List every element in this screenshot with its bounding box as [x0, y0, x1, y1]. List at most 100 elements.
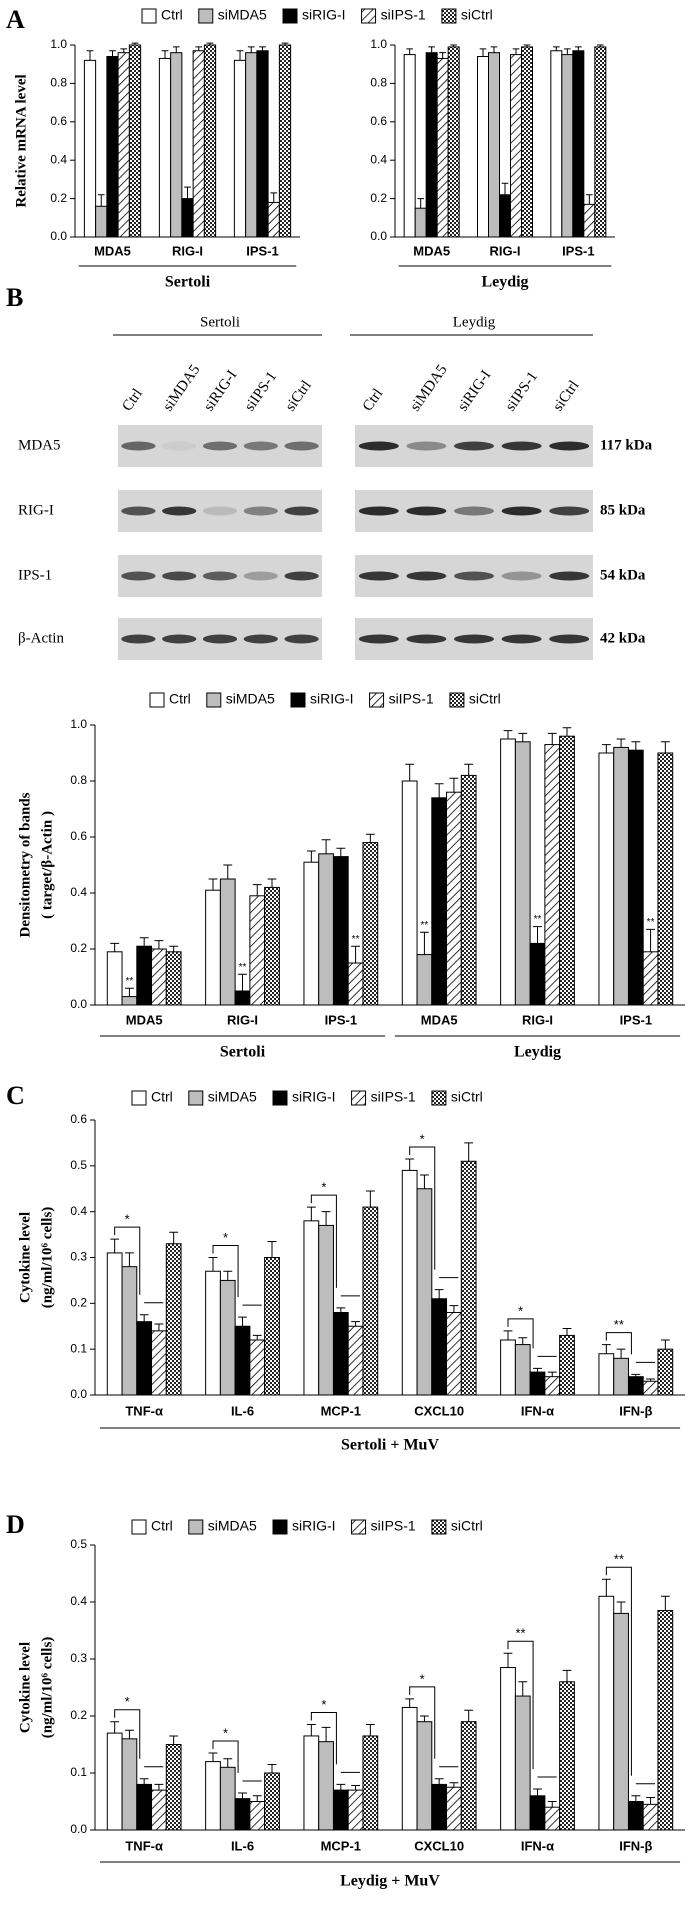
significance-bracket [409, 1686, 436, 1759]
error-bar [616, 738, 626, 748]
comparison-label: * [125, 1694, 130, 1709]
error-bar [419, 1715, 429, 1722]
legend-label: siMDA5 [208, 1518, 257, 1534]
blot-band [284, 571, 319, 581]
y-tick-label: 0.0 [370, 229, 387, 243]
error-bar [306, 1724, 316, 1736]
error-bar [336, 847, 346, 857]
error-bar [154, 940, 164, 949]
y-tick-label: 0.1 [70, 1765, 87, 1779]
y-tick-label: 1.0 [70, 717, 87, 731]
error-bar [365, 1190, 375, 1208]
significance-label: ** [352, 934, 360, 945]
legend-swatch [272, 1090, 288, 1106]
bar [121, 996, 138, 1006]
bar [594, 46, 607, 238]
legend-label: siIPS-1 [381, 7, 426, 23]
error-bar [562, 1328, 572, 1336]
error-bar [247, 46, 255, 53]
significance-bracket [114, 1226, 141, 1295]
error-bar [616, 1601, 626, 1614]
blot-band [501, 506, 542, 516]
bar [544, 1806, 561, 1831]
x-tick-label: IPS-1 [325, 1012, 358, 1027]
bar [347, 962, 364, 1006]
bar [627, 1801, 644, 1831]
error-bar [512, 48, 520, 55]
blot-band [243, 571, 278, 581]
error-bar [417, 198, 424, 209]
y-axis-label: ( target/β-Actin ) [39, 811, 55, 919]
legend-label: siMDA5 [218, 7, 267, 23]
error-bar [124, 1252, 134, 1267]
error-bar [321, 1211, 331, 1226]
lane-label: siMDA5 [407, 362, 450, 414]
y-tick-label: 0.2 [50, 191, 67, 205]
panel-label: C [6, 1081, 25, 1110]
bar [627, 749, 644, 1006]
bar [303, 1220, 320, 1396]
error-bar [208, 878, 218, 891]
error-bar [236, 50, 244, 61]
error-bar [139, 1314, 149, 1322]
x-tick-label: IPS-1 [562, 243, 595, 258]
blot-band [243, 634, 278, 644]
bar [203, 44, 217, 238]
comparison-label: ** [614, 1552, 624, 1567]
blot-band [454, 634, 494, 644]
error-bar [428, 46, 435, 53]
error-bar [601, 1344, 611, 1354]
error-bar [321, 839, 331, 854]
error-bar [267, 1763, 277, 1773]
significance-label: ** [534, 914, 542, 925]
blot-band [549, 441, 590, 451]
significance-bracket [212, 1740, 239, 1773]
error-bar [252, 1795, 262, 1802]
bar [416, 1188, 433, 1396]
bar [303, 861, 320, 1006]
error-bar [124, 987, 134, 997]
group-label: Leydig [481, 274, 528, 291]
blot-band [358, 506, 399, 516]
blot-row-label: IPS-1 [18, 567, 52, 583]
blot-band [406, 571, 447, 581]
comparison-label: * [223, 1230, 228, 1245]
error-bar [631, 1795, 641, 1802]
legend-label: siCtrl [461, 7, 493, 23]
bar [332, 856, 349, 1006]
error-bar [86, 50, 94, 61]
x-tick-label: MCP-1 [321, 1838, 361, 1853]
bar [500, 1667, 516, 1831]
y-tick-label: 0.3 [70, 1250, 87, 1264]
legend-label: Ctrl [151, 1089, 173, 1105]
bar [158, 57, 172, 238]
bar [106, 1732, 123, 1831]
blot-row-label: MDA5 [18, 437, 61, 453]
bar [499, 194, 511, 238]
error-bar [518, 732, 528, 742]
y-tick-label: 0.5 [70, 1158, 87, 1172]
error-bar [351, 945, 361, 963]
error-bar [110, 942, 120, 952]
significance-bracket [114, 1709, 141, 1759]
blot-band [549, 634, 590, 644]
legend-swatch [431, 1090, 447, 1106]
bar [561, 54, 574, 238]
lane-label: siRIG-I [455, 368, 494, 415]
error-bar [184, 186, 191, 199]
bar [318, 1741, 334, 1831]
group-label: Sertoli [165, 274, 211, 291]
bar [488, 52, 500, 238]
bar [529, 1371, 546, 1396]
blot-band [284, 634, 319, 644]
bar [264, 886, 280, 1006]
error-bar [533, 1367, 542, 1373]
error-bar [439, 52, 446, 59]
error-bar [405, 1698, 415, 1708]
significance-label: ** [421, 920, 429, 931]
x-tick-label: IPS-1 [620, 1012, 653, 1027]
error-bar [464, 1142, 474, 1162]
y-tick-label: 0.2 [70, 1296, 87, 1310]
bar [446, 791, 462, 1006]
lane-label: Ctrl [119, 386, 145, 414]
